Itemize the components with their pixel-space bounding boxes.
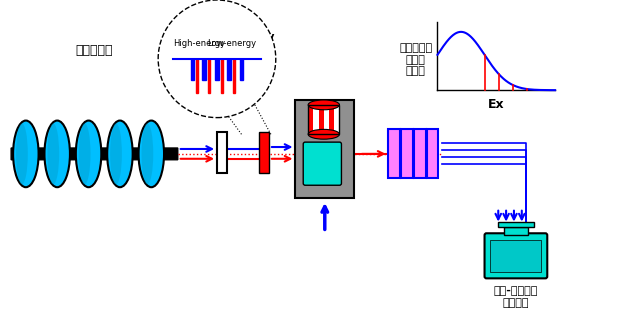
- Text: Dual-energy
X-ray: Dual-energy X-ray: [198, 32, 275, 54]
- Text: High-energy: High-energy: [173, 39, 225, 48]
- Bar: [313, 105, 318, 134]
- Bar: [197, 59, 198, 93]
- Ellipse shape: [110, 124, 122, 184]
- FancyBboxPatch shape: [485, 233, 547, 278]
- Text: 에너지분리
다체널
검출기: 에너지분리 다체널 검출기: [399, 43, 433, 76]
- Ellipse shape: [308, 100, 340, 110]
- Bar: [308, 105, 340, 134]
- Text: Low-energy: Low-energy: [207, 39, 256, 48]
- Bar: [202, 59, 206, 80]
- Bar: [308, 105, 313, 134]
- Ellipse shape: [78, 124, 90, 184]
- Circle shape: [158, 0, 276, 118]
- Ellipse shape: [308, 129, 340, 139]
- Ellipse shape: [13, 120, 38, 187]
- Bar: [490, 240, 541, 272]
- Bar: [221, 59, 223, 93]
- Ellipse shape: [107, 120, 133, 187]
- FancyBboxPatch shape: [11, 148, 178, 160]
- FancyBboxPatch shape: [303, 142, 342, 185]
- Bar: [324, 105, 329, 134]
- Bar: [389, 129, 400, 178]
- Text: Ex: Ex: [488, 98, 505, 111]
- Bar: [498, 222, 534, 227]
- Bar: [329, 105, 334, 134]
- Text: 전자가속기: 전자가속기: [76, 45, 113, 57]
- Ellipse shape: [47, 124, 59, 184]
- Ellipse shape: [141, 124, 153, 184]
- Bar: [227, 59, 230, 80]
- Bar: [208, 59, 210, 93]
- Bar: [259, 132, 269, 173]
- Bar: [401, 129, 413, 178]
- Bar: [190, 59, 195, 80]
- Ellipse shape: [16, 124, 28, 184]
- Text: 영상-물질정보
동시획득: 영상-물질정보 동시획득: [494, 286, 538, 308]
- Bar: [295, 100, 354, 198]
- Bar: [504, 227, 528, 235]
- Bar: [239, 59, 244, 80]
- Bar: [215, 59, 219, 80]
- Ellipse shape: [76, 120, 101, 187]
- Bar: [232, 59, 235, 93]
- Bar: [318, 105, 324, 134]
- Bar: [426, 129, 438, 178]
- Bar: [414, 129, 426, 178]
- Ellipse shape: [139, 120, 164, 187]
- Bar: [217, 132, 227, 173]
- Ellipse shape: [45, 120, 70, 187]
- Bar: [334, 105, 340, 134]
